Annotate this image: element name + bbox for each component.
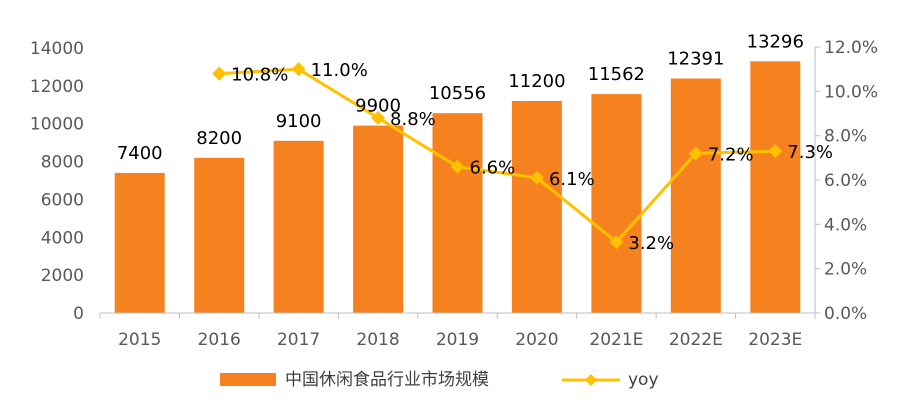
- bar-value-label-2019: 10556: [429, 83, 486, 104]
- yoy-value-label-2020: 6.1%: [549, 169, 595, 190]
- yoy-marker-2021E: [609, 235, 624, 250]
- bar-value-label-2023E: 13296: [747, 31, 804, 52]
- bar-2023E: [750, 61, 801, 313]
- x-tick-label-2017: 2017: [277, 330, 320, 350]
- bar-value-label-2017: 9100: [276, 111, 322, 132]
- bars-layer: [114, 61, 801, 314]
- bar-2019: [432, 113, 483, 313]
- y-right-tick-label: 4.0%: [824, 215, 867, 235]
- yoy-marker-2017: [291, 62, 306, 77]
- y-right-tick-label: 10.0%: [824, 82, 878, 102]
- legend: 中国休闲食品行业市场规模 yoy: [220, 370, 659, 390]
- yoy-value-label-2022E: 7.2%: [708, 144, 754, 165]
- x-tick-label-2022E: 2022E: [669, 330, 723, 350]
- x-tick-label-2019: 2019: [436, 330, 479, 350]
- bar-value-label-2018: 9900: [355, 96, 401, 117]
- legend-line-label: yoy: [628, 370, 659, 390]
- bar-value-label-2020: 11200: [508, 71, 565, 92]
- yoy-value-label-2021E: 3.2%: [628, 233, 674, 254]
- yoy-value-label-2019: 6.6%: [470, 158, 516, 179]
- bar-value-label-2021E: 11562: [588, 64, 645, 85]
- x-tick-label-2015: 2015: [118, 330, 161, 350]
- yoy-marker-2020: [529, 170, 544, 185]
- bar-2020: [511, 101, 562, 313]
- yoy-value-label-2023E: 7.3%: [787, 142, 833, 163]
- bar-2018: [353, 125, 404, 313]
- y-left-tick-label: 10000: [30, 115, 84, 135]
- y-left-tick-label: 2000: [41, 266, 84, 286]
- y-left-tick-label: 8000: [41, 153, 84, 173]
- axes-layer: 2015 2016 2017 2018 2019 2020 2021E 2022E 2023E 0…: [30, 38, 878, 350]
- bar-value-label-2015: 7400: [117, 143, 163, 164]
- bar-value-label-2022E: 12391: [667, 49, 724, 70]
- y-left-tick-label: 0: [73, 304, 84, 324]
- legend-bar-swatch: [220, 373, 276, 386]
- x-tick-label-2018: 2018: [356, 330, 399, 350]
- x-tick-label-2023E: 2023E: [748, 330, 802, 350]
- y-left-tick-label: 4000: [41, 228, 84, 248]
- yoy-value-label-2018: 8.8%: [390, 109, 436, 130]
- bar-2017: [273, 140, 324, 314]
- bar-2021E: [591, 94, 642, 313]
- bar-2015: [114, 172, 165, 313]
- x-tick-label-2016: 2016: [198, 330, 241, 350]
- y-left-tick-label: 14000: [30, 39, 84, 59]
- legend-bar-label: 中国休闲食品行业市场规模: [285, 370, 489, 390]
- bar-2022E: [670, 78, 721, 313]
- bar-2016: [194, 157, 245, 313]
- y-left-tick-label: 12000: [30, 77, 84, 97]
- yoy-value-label-2017: 11.0%: [311, 60, 368, 81]
- bar-value-label-2016: 8200: [196, 128, 242, 149]
- y-right-tick-label: 6.0%: [824, 171, 867, 191]
- line-layer: [212, 62, 783, 250]
- y-right-tick-label: 8.0%: [824, 127, 867, 147]
- yoy-marker-2016: [212, 66, 227, 81]
- y-right-tick-label: 12.0%: [824, 38, 878, 58]
- y-right-tick-label: 2.0%: [824, 260, 867, 280]
- yoy-marker-2022E: [688, 146, 703, 161]
- legend-line-marker: [585, 374, 597, 386]
- x-tick-label-2020: 2020: [515, 330, 558, 350]
- yoy-value-label-2016: 10.8%: [231, 65, 288, 86]
- yoy-marker-2023E: [768, 144, 783, 159]
- yoy-line: [219, 67, 776, 244]
- y-right-tick-label: 0.0%: [824, 304, 867, 324]
- yoy-marker-2019: [450, 159, 465, 174]
- x-tick-label-2021E: 2021E: [589, 330, 643, 350]
- labels-layer: 7400 8200 9100 9900 10556 11200 11562 12391 1329…: [117, 31, 833, 254]
- y-left-tick-label: 6000: [41, 190, 84, 210]
- yoy-marker-2018: [371, 110, 386, 125]
